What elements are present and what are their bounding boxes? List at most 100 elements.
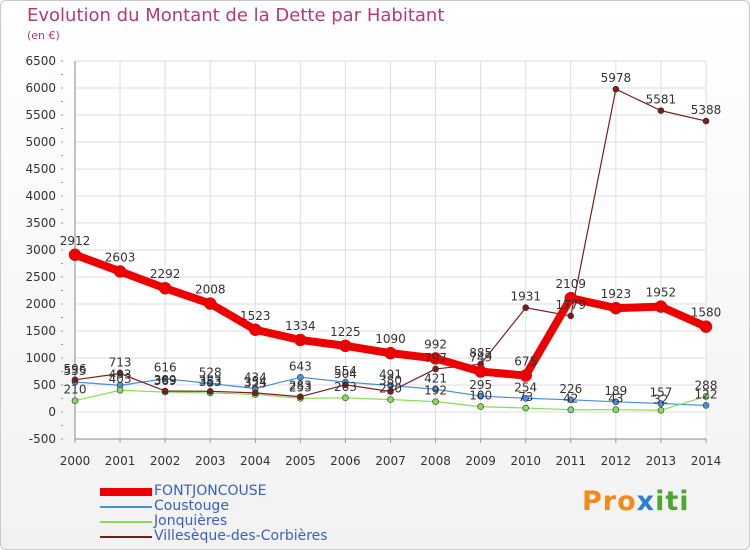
data-label-jonquieres: 353 xyxy=(199,375,222,389)
data-label-villeseque-des-corbieres: 596 xyxy=(64,362,87,376)
data-label-fontjoncouse: 1923 xyxy=(601,287,632,301)
y-tick-label: 1500 xyxy=(25,324,56,338)
data-point-jonquieres xyxy=(567,406,575,414)
data-label-villeseque-des-corbieres: 885 xyxy=(469,346,492,360)
data-label-villeseque-des-corbieres: 1779 xyxy=(556,298,587,312)
y-tick-label: 2500 xyxy=(25,270,56,284)
data-label-fontjoncouse: 1334 xyxy=(285,319,316,333)
data-label-jonquieres: 403 xyxy=(109,372,132,386)
data-label-fontjoncouse: 2912 xyxy=(60,234,91,248)
data-point-coustouge xyxy=(657,400,665,407)
data-label-fontjoncouse: 675 xyxy=(514,355,537,369)
data-point-jonquieres xyxy=(342,394,349,402)
data-point-villeseque-des-corbieres xyxy=(657,107,665,114)
data-label-jonquieres: 253 xyxy=(289,380,312,394)
data-label-jonquieres: 288 xyxy=(695,378,718,392)
data-point-jonquieres xyxy=(71,397,79,404)
data-point-coustouge xyxy=(522,394,530,402)
data-label-coustouge: 616 xyxy=(154,361,177,375)
legend-swatch xyxy=(100,520,152,523)
data-point-fontjoncouse xyxy=(519,369,532,382)
x-tick-label: 2011 xyxy=(556,454,587,468)
x-tick-label: 2002 xyxy=(150,454,181,468)
data-point-villeseque-des-corbieres xyxy=(522,304,530,312)
data-point-coustouge xyxy=(477,392,484,400)
data-label-coustouge: 554 xyxy=(334,364,357,378)
data-label-coustouge: 528 xyxy=(199,365,222,379)
data-label-coustouge: 226 xyxy=(559,382,582,396)
data-label-fontjoncouse: 1090 xyxy=(375,332,406,346)
data-point-fontjoncouse xyxy=(384,346,397,360)
proxiti-logo: Proxiti xyxy=(582,486,690,517)
data-label-villeseque-des-corbieres: 5388 xyxy=(691,103,722,117)
y-tick-label: 5500 xyxy=(25,108,56,122)
data-point-coustouge xyxy=(297,373,304,381)
data-point-jonquieres xyxy=(477,403,484,410)
x-tick-label: 2007 xyxy=(375,454,406,468)
data-label-fontjoncouse: 1952 xyxy=(646,286,677,300)
x-tick-label: 2009 xyxy=(465,454,496,468)
data-label-fontjoncouse: 2603 xyxy=(105,250,136,264)
data-point-villeseque-des-corbieres xyxy=(71,376,79,384)
data-point-villeseque-des-corbieres xyxy=(251,389,259,397)
data-point-fontjoncouse xyxy=(609,301,623,315)
x-tick-label: 2010 xyxy=(510,454,541,468)
data-label-coustouge: 157 xyxy=(649,386,672,400)
data-point-jonquieres xyxy=(522,404,530,412)
data-label-villeseque-des-corbieres: 389 xyxy=(154,373,177,387)
legend-label: Coustouge xyxy=(154,498,229,514)
unit-label: (en €) xyxy=(27,29,60,42)
legend: FONTJONCOUSE Coustouge Jonquières Villesèqu… xyxy=(100,484,328,544)
y-tick-label: 4500 xyxy=(25,162,56,176)
data-point-villeseque-des-corbieres xyxy=(297,393,304,401)
legend-swatch xyxy=(100,505,152,508)
y-tick-label: 6500 xyxy=(25,54,56,68)
legend-item: Villesèque-des-Corbières xyxy=(100,529,328,544)
y-tick-label: 500 xyxy=(33,378,56,392)
legend-item: Coustouge xyxy=(100,499,328,514)
data-point-villeseque-des-corbieres xyxy=(702,117,710,125)
data-label-villeseque-des-corbieres: 5581 xyxy=(646,93,677,107)
data-label-coustouge: 189 xyxy=(604,384,627,398)
data-label-fontjoncouse: 992 xyxy=(424,337,447,351)
x-tick-label: 2013 xyxy=(646,454,677,468)
data-label-jonquieres: 263 xyxy=(334,380,357,394)
y-tick-label: -500 xyxy=(29,432,56,446)
data-label-villeseque-des-corbieres: 713 xyxy=(109,355,132,369)
data-point-villeseque-des-corbieres xyxy=(116,370,124,377)
data-label-jonquieres: 210 xyxy=(64,383,87,397)
data-point-coustouge xyxy=(161,375,169,383)
data-point-coustouge xyxy=(206,380,214,387)
legend-swatch xyxy=(100,535,152,538)
data-label-fontjoncouse: 1580 xyxy=(691,306,722,320)
data-label-fontjoncouse: 749 xyxy=(469,351,492,365)
data-point-fontjoncouse xyxy=(203,297,217,310)
data-point-fontjoncouse xyxy=(68,248,82,262)
data-label-coustouge: 122 xyxy=(695,387,718,401)
data-point-villeseque-des-corbieres xyxy=(161,387,169,395)
x-tick-label: 2000 xyxy=(60,454,91,468)
data-label-jonquieres: 43 xyxy=(608,392,623,406)
data-label-villeseque-des-corbieres: 383 xyxy=(199,373,222,387)
y-tick-label: 2000 xyxy=(25,297,56,311)
data-point-jonquieres xyxy=(432,398,439,405)
data-point-fontjoncouse xyxy=(339,339,352,353)
y-tick-label: 5000 xyxy=(25,135,56,149)
legend-item: FONTJONCOUSE xyxy=(100,484,328,499)
data-label-villeseque-des-corbieres: 797 xyxy=(424,351,447,365)
data-label-fontjoncouse: 1523 xyxy=(240,309,271,323)
data-point-jonquieres xyxy=(116,386,124,394)
data-label-coustouge: 493 xyxy=(109,367,132,381)
data-point-villeseque-des-corbieres xyxy=(206,388,214,395)
data-label-jonquieres: 42 xyxy=(563,392,578,406)
data-label-coustouge: 434 xyxy=(244,371,267,385)
data-label-coustouge: 491 xyxy=(379,367,402,381)
x-tick-label: 2008 xyxy=(420,454,451,468)
data-label-fontjoncouse: 1225 xyxy=(330,325,361,339)
data-label-coustouge: 295 xyxy=(469,378,492,392)
data-point-fontjoncouse xyxy=(294,333,307,347)
data-point-fontjoncouse xyxy=(474,365,487,378)
data-label-coustouge: 643 xyxy=(289,359,312,373)
data-label-villeseque-des-corbieres: 283 xyxy=(289,379,312,393)
legend-label: FONTJONCOUSE xyxy=(154,483,267,499)
